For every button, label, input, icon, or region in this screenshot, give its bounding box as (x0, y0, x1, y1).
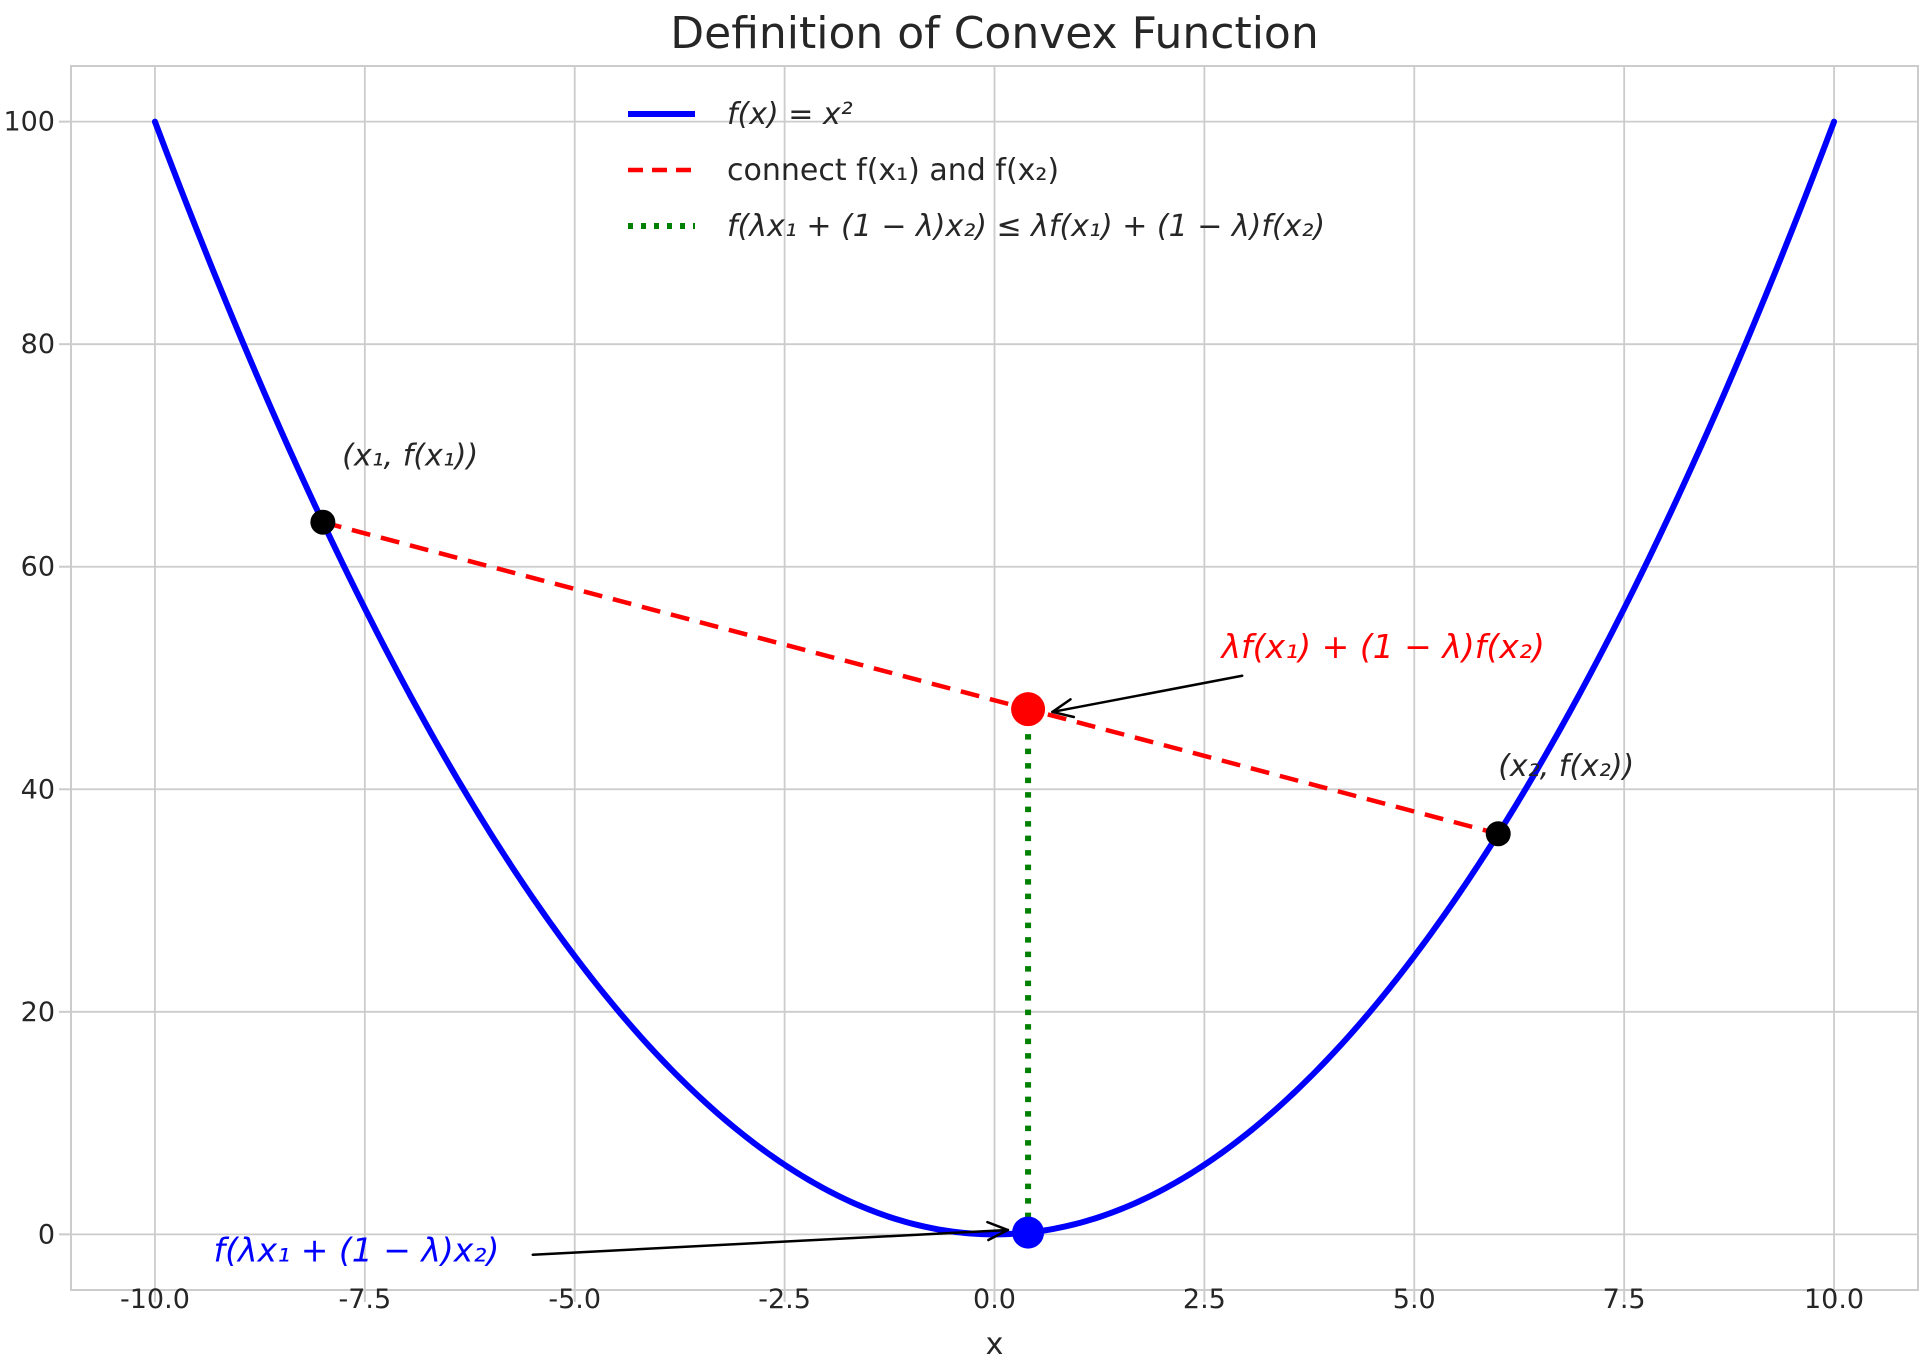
legend: f(x) = x² connect f(x₁) and f(x₂) f(λx₁ + … (628, 97, 1325, 244)
chord (322, 520, 1499, 836)
chart-title: Definition of Convex Function (670, 8, 1319, 59)
y-tick-label: 40 (21, 774, 55, 805)
point-x1: (x₁, f(x₁)) (310, 438, 478, 535)
point-curve (1012, 1216, 1045, 1249)
y-tick-label: 60 (21, 552, 55, 583)
curve-path (151, 118, 1838, 1238)
y-tick-label: 80 (21, 329, 55, 360)
point-chord (1011, 692, 1046, 727)
point-curve-dot (1012, 1216, 1045, 1249)
legend-entry-label: f(λx₁ + (1 − λ)x₂) ≤ λf(x₁) + (1 − λ)f(x… (727, 209, 1325, 244)
x-tick-label: 2.5 (1183, 1284, 1226, 1315)
point-x1-dot (310, 509, 336, 535)
grid (71, 66, 1918, 1290)
point-x1-label: (x₁, f(x₁)) (342, 438, 478, 473)
axes-frame (59, 65, 1919, 1302)
point-x2-label: (x₂, f(x₂)) (1498, 749, 1634, 784)
x-tick-label: 10.0 (1804, 1284, 1864, 1315)
y-tick-label: 0 (38, 1219, 55, 1250)
y-axis-tick-labels: 0 20 40 60 80 100 (3, 107, 55, 1251)
x-tick-label: 0.0 (973, 1284, 1016, 1315)
x-tick-label: -7.5 (338, 1284, 391, 1315)
legend-entry-label: connect f(x₁) and f(x₂) (727, 153, 1059, 188)
axis-labels: xf(x) (986, 1327, 1004, 1362)
point-x2: (x₂, f(x₂)) (1485, 749, 1634, 847)
x-tick-label: 5.0 (1393, 1284, 1436, 1315)
x-axis-tick-labels: -10.0 -7.5 -5.0 -2.5 0.0 2.5 5.0 7.5 10.0 (120, 1284, 1864, 1315)
x-tick-label: -10.0 (120, 1284, 190, 1315)
x-tick-label: -5.0 (548, 1284, 601, 1315)
legend-entry-label: f(x) = x² (727, 97, 853, 132)
curve-value-annotation-text: f(λx₁ + (1 − λ)x₂) (213, 1231, 499, 1270)
y-tick-label: 100 (3, 107, 55, 138)
fx-curve (151, 118, 1838, 1238)
point-chord-dot (1011, 692, 1046, 727)
y-tick-label: 20 (21, 997, 55, 1028)
x-tick-label: 7.5 (1603, 1284, 1646, 1315)
x-tick-label: -2.5 (758, 1284, 811, 1315)
point-x2-dot (1485, 821, 1511, 847)
chord-value-annotation: λf(x₁) + (1 − λ)f(x₂) (1051, 627, 1545, 719)
chord-value-annotation-text: λf(x₁) + (1 − λ)f(x₂) (1220, 627, 1545, 666)
curve-value-annotation: f(λx₁ + (1 − λ)x₂) (213, 1220, 1010, 1270)
x-axis-label: x (986, 1327, 1004, 1362)
